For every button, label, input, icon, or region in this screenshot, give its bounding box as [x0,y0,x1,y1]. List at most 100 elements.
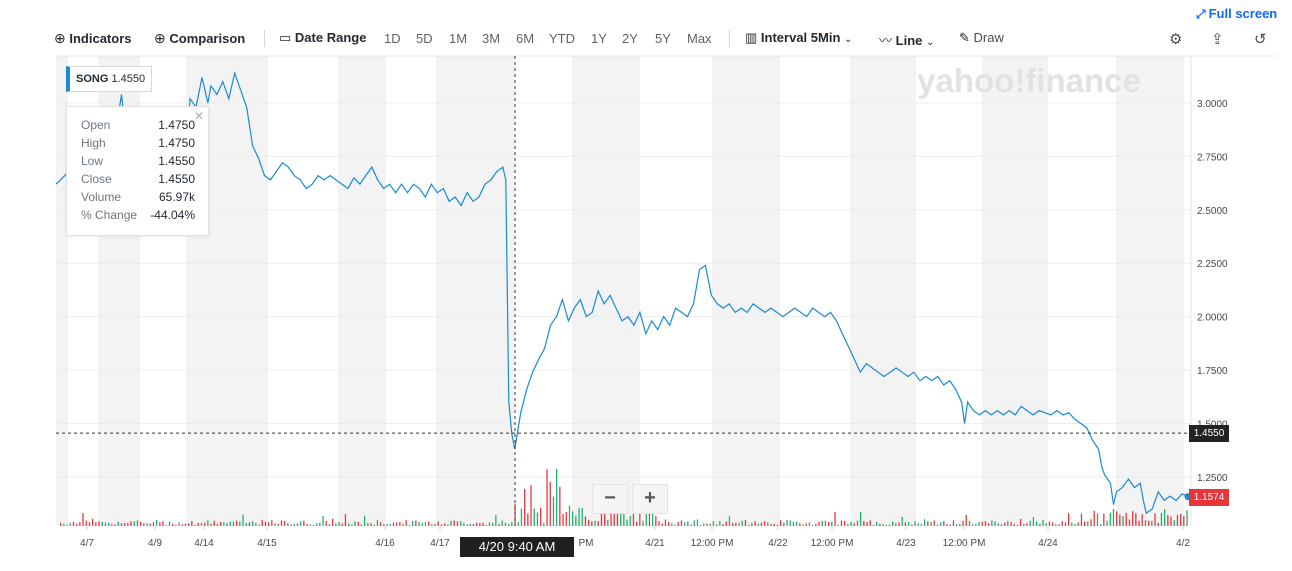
volume-bar [1100,523,1102,526]
volume-bar [1023,524,1025,526]
volume-bar [447,524,449,526]
share-icon[interactable]: ⇪ [1211,31,1224,48]
volume-bar [136,520,139,526]
volume-bar [997,523,999,526]
volume-bar [847,523,849,526]
volume-bar [581,507,583,526]
volume-bar [636,521,638,526]
range-5d[interactable]: 5D [416,31,433,46]
volume-bar [309,524,311,526]
volume-bar [588,519,590,526]
volume-bar [1090,519,1092,526]
volume-bar [220,521,222,526]
volume-bar [1154,513,1156,526]
volume-bar [277,523,279,526]
volume-bar [860,511,862,526]
volume-bar [680,520,683,526]
volume-bar [114,524,116,526]
range-ytd[interactable]: YTD [549,31,575,46]
volume-bar [264,521,267,526]
volume-bar [949,524,951,526]
draw-button[interactable]: ✎ Draw [959,30,1004,46]
symbol-value: 1.4550 [111,73,146,85]
volume-bar [338,521,340,526]
range-1y[interactable]: 1Y [591,31,607,46]
volume-bar [1029,520,1031,526]
date-range-button[interactable]: ▭ Date Range [279,30,366,46]
volume-bar [124,522,126,526]
range-6m[interactable]: 6M [516,31,535,46]
crosshair-price-label: 1.4550 [1189,425,1229,443]
volume-bar [956,523,958,526]
volume-bar [210,523,212,526]
volume-bar [194,524,196,526]
volume-bar [172,523,174,526]
calendar-icon: ▭ [279,30,292,45]
volume-bar [466,524,468,526]
zoom-out-button[interactable]: − [592,484,628,514]
volume-bar [898,522,900,526]
comparison-button[interactable]: ⊕ Comparison [154,30,245,47]
volume-bar [1004,522,1006,526]
volume-bar [1093,510,1095,526]
full-screen-button[interactable]: ⤢ Full screen [1196,6,1277,22]
time-bands [56,56,1184,526]
indicators-button[interactable]: ⊕ Indicators [54,30,131,47]
volume-bar [1148,520,1150,526]
volume-bar [229,521,231,526]
volume-bar [1010,522,1012,526]
close-icon[interactable]: ✕ [193,109,204,123]
volume-bar [168,521,171,526]
volume-bar [885,524,887,526]
x-tick-label: 12:00 PM [811,538,854,549]
reset-icon[interactable]: ↺ [1254,31,1267,48]
volume-bar [63,523,65,526]
symbol-legend[interactable]: SONG 1.4550 [66,66,153,92]
volume-bar [975,523,977,526]
volume-bar [181,524,183,526]
volume-bar [434,523,436,526]
volume-bar [722,524,724,526]
volume-bar [789,520,791,526]
volume-bar [530,485,532,526]
volume-bar [946,524,948,526]
volume-bar [1135,513,1137,526]
range-1d[interactable]: 1D [384,31,401,46]
volume-bar [469,523,471,526]
range-1m[interactable]: 1M [449,31,468,46]
chevron-down-icon: ⌄ [926,37,935,48]
tooltip-value: 1.4750 [158,136,195,150]
volume-bar [66,524,68,526]
price-line [55,70,1189,515]
volume-bar [72,521,75,526]
volume-bar [360,524,363,526]
volume-bar [994,521,996,526]
volume-bar [1128,519,1131,526]
volume-bar [616,505,619,526]
volume-bar [597,521,599,526]
volume-bar [412,520,414,526]
volume-bar [341,523,343,526]
chart-toolbar: ⤢ Full screen ⊕ Indicators ⊕ Comparison ▭… [0,0,1292,56]
range-5y[interactable]: 5Y [655,31,671,46]
volume-bar [178,522,180,526]
volume-bar [824,520,827,526]
zoom-in-button[interactable]: + [632,484,668,514]
range-max[interactable]: Max [687,31,712,46]
volume-bar [303,520,305,526]
volume-bar [376,520,379,526]
chart-type-dropdown[interactable]: 〰 Line ⌄ [879,30,934,49]
volume-bar [757,523,759,526]
volume-bar [700,524,702,526]
volume-bar [818,521,820,526]
volume-bar [1016,524,1019,526]
volume-bar [690,524,692,526]
volume-bar [687,521,689,526]
range-2y[interactable]: 2Y [622,31,638,46]
range-3m[interactable]: 3M [482,31,501,46]
volume-bar [1007,520,1009,526]
gear-icon[interactable]: ⚙ [1169,31,1183,48]
volume-bar [191,521,193,526]
interval-dropdown[interactable]: ▥ Interval 5Min ⌄ [745,30,852,46]
